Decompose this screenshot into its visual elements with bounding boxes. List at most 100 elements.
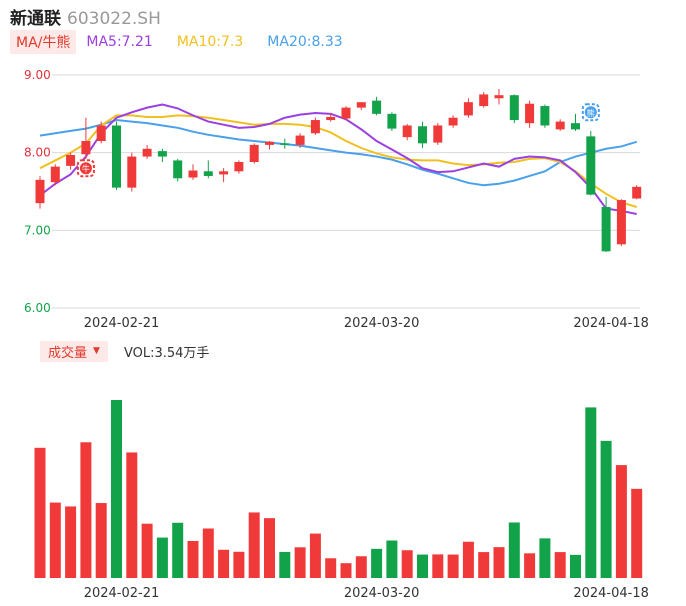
candle (540, 104, 550, 128)
candle-body (326, 116, 336, 121)
candle (418, 121, 427, 149)
volume-bar (111, 400, 122, 578)
y-tick-label: 6.00 (24, 301, 51, 315)
volume-legend-row: 成交量 ▼ VOL:3.54万手 (40, 340, 209, 362)
volume-bar (340, 563, 352, 578)
candle-body (540, 106, 550, 126)
candle (326, 113, 336, 122)
candle (280, 138, 290, 149)
volume-selector-label: 成交量 (48, 345, 88, 361)
stock-code: 603022.SH (67, 9, 161, 29)
y-tick-label: 8.00 (24, 146, 51, 160)
ma10-line (39, 114, 637, 208)
x-tick-label: 2024-02-21 (84, 316, 160, 331)
candle (127, 152, 137, 192)
candle (448, 115, 458, 128)
candle-body (525, 103, 535, 124)
candle (616, 199, 626, 246)
bull-signal-icon-glyph: 牛 (82, 164, 90, 174)
volume-bar (539, 538, 551, 578)
volume-bar (478, 552, 490, 578)
ma20-label: MA20:8.33 (267, 34, 343, 50)
stock-name: 新通联 (10, 9, 61, 29)
volume-bar (386, 540, 398, 578)
volume-bar (371, 548, 383, 578)
candle (142, 144, 152, 159)
candle-body (479, 94, 489, 107)
candle (112, 121, 121, 190)
candle-body (203, 171, 213, 176)
volume-bar (233, 551, 245, 578)
x-tick-label: 2024-04-18 (573, 586, 649, 601)
candle-body (372, 100, 382, 114)
candle-body (433, 125, 443, 143)
candle (525, 100, 535, 128)
volume-bar (264, 518, 275, 578)
candle-body (418, 126, 427, 144)
candle (66, 152, 76, 170)
volume-bar (325, 558, 337, 578)
candle (295, 133, 305, 149)
candle-body (448, 117, 458, 126)
candle (571, 113, 580, 131)
candle (402, 123, 412, 141)
candle-body (555, 121, 565, 130)
candle-body (265, 141, 274, 145)
candle (219, 168, 229, 183)
candle (96, 121, 106, 144)
candle-body (616, 200, 626, 245)
candle (234, 160, 244, 174)
candle (372, 96, 382, 116)
candle (35, 175, 45, 209)
candle-body (188, 170, 198, 178)
candle (494, 88, 504, 105)
volume-bar (508, 522, 520, 578)
candle (586, 130, 596, 196)
candle (433, 123, 443, 145)
candle-body (356, 102, 366, 108)
candle (249, 143, 259, 164)
candle-body (173, 160, 183, 179)
volume-bar (248, 512, 260, 578)
volume-bar (156, 537, 168, 578)
ma-legend-row: MA/牛熊 MA5:7.21 MA10:7.3 MA20:8.33 (10, 30, 343, 54)
candle (173, 158, 183, 182)
volume-bar (570, 554, 581, 578)
volume-bar (417, 554, 428, 578)
candle (341, 106, 351, 121)
candle (81, 117, 91, 159)
candle-body (96, 125, 106, 142)
volume-bar (34, 447, 46, 578)
dropdown-arrow-icon: ▼ (93, 346, 100, 356)
candle (601, 196, 611, 253)
volume-bar (218, 549, 230, 578)
candle-body (66, 154, 76, 166)
x-tick-label: 2024-04-18 (573, 316, 649, 331)
candle-body (234, 161, 244, 172)
candle (188, 164, 198, 180)
candle-body (402, 125, 412, 138)
candle-body (127, 156, 137, 188)
bear-signal-icon-glyph: 熊 (587, 108, 595, 118)
volume-bar (401, 550, 413, 578)
candle (479, 92, 489, 108)
volume-bar (493, 547, 505, 578)
candle (387, 112, 397, 131)
candle (157, 148, 167, 162)
candle-body (571, 123, 580, 130)
candle-body (249, 144, 259, 162)
ma5-label: MA5:7.21 (86, 34, 153, 50)
volume-bar (462, 541, 474, 578)
volume-bar (49, 502, 61, 578)
bear-signal-icon: 熊 (581, 103, 600, 122)
candle-body (310, 120, 320, 134)
volume-bar (554, 552, 566, 578)
volume-bar (279, 551, 291, 578)
ma-type-selector[interactable]: MA/牛熊 (10, 30, 77, 54)
bull-signal-icon: 牛 (76, 159, 95, 178)
volume-indicator-selector[interactable]: 成交量 ▼ (40, 340, 108, 362)
candle (50, 164, 60, 186)
candle-body (341, 107, 351, 119)
candle (203, 160, 213, 179)
